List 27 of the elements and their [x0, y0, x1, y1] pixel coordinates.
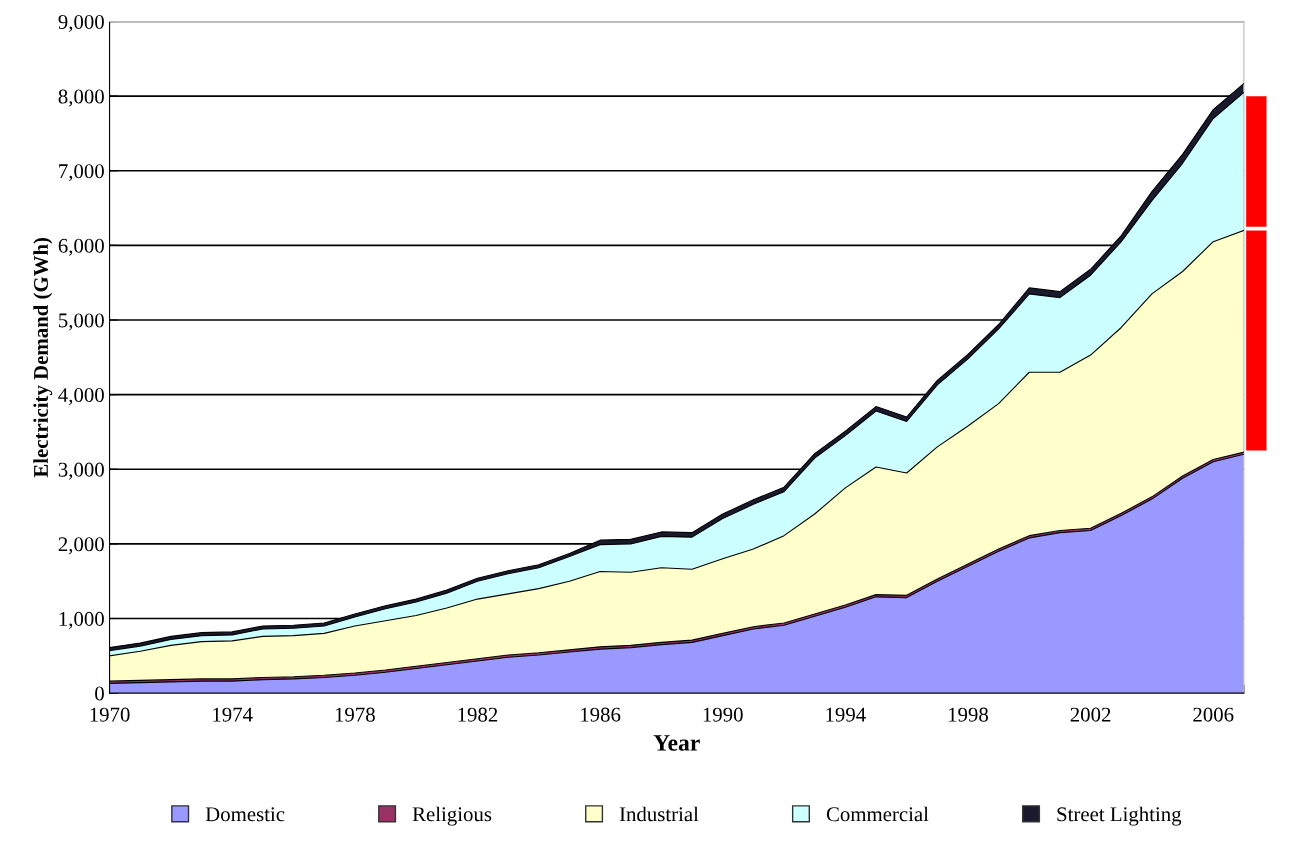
x-tick-label: 1998 [948, 707, 989, 722]
y-tick-label: 6,000 [58, 238, 104, 256]
x-tick-label: 1990 [703, 707, 743, 722]
legend-label: Street Lighting [1057, 806, 1182, 826]
y-tick-label: 2,000 [58, 537, 104, 555]
x-tick-label: 1970 [90, 707, 130, 722]
x-tick-label: 1982 [458, 707, 498, 722]
legend-label: Religious [412, 806, 492, 826]
legend-label: Domestic [205, 807, 285, 822]
y-tick-label: 7,000 [59, 164, 104, 182]
x-tick-label: 1994 [826, 707, 866, 722]
y-tick-label: 4,000 [58, 388, 104, 406]
y-tick-label: 0 [95, 686, 104, 701]
y-tick-label: 1,000 [59, 611, 104, 629]
x-tick-label: 1974 [213, 707, 253, 722]
x-tick-label: 1978 [335, 707, 375, 722]
x-tick-label: 2006 [1193, 707, 1234, 722]
x-tick-label: 2002 [1070, 707, 1111, 722]
y-axis-title: Electricity Demand (GWh) [33, 237, 53, 478]
x-axis-title: Year [653, 735, 700, 751]
y-tick-label: 5,000 [59, 313, 104, 331]
x-tick-label: 1986 [581, 707, 621, 722]
legend-label: Industrial [619, 806, 699, 822]
legend-label: Commercial [826, 806, 929, 822]
y-tick-label: 8,000 [58, 89, 104, 107]
y-tick-label: 9,000 [58, 14, 104, 32]
y-tick-label: 3,000 [58, 462, 104, 480]
